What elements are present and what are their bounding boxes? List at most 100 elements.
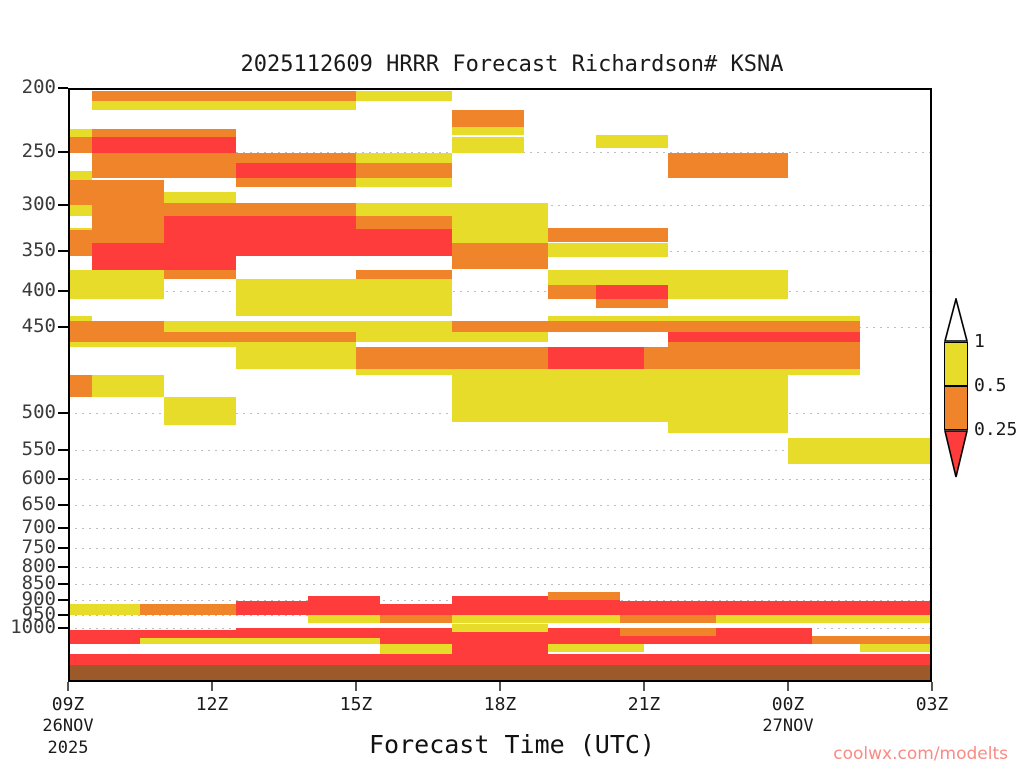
x-tick-mark: [355, 682, 357, 691]
heatmap-cell: [68, 180, 92, 205]
heatmap-cell: [812, 615, 932, 623]
x-tick-label: 00Z: [771, 694, 805, 715]
heatmap-cell: [380, 615, 452, 623]
heatmap-cell: [548, 347, 644, 369]
heatmap-cell: [68, 171, 92, 180]
colorbar-label: 1: [974, 331, 985, 352]
heatmap-cell: [452, 644, 548, 654]
y-tick-label: 400: [21, 279, 56, 301]
heatmap-cell: [812, 601, 932, 615]
heatmap-cell: [356, 91, 452, 101]
x-tick-date-label: 26NOV: [42, 716, 94, 736]
heatmap-cell: [452, 596, 548, 615]
heatmap-cell: [236, 178, 356, 187]
y-tick-mark: [58, 478, 68, 480]
y-tick-mark: [58, 87, 68, 89]
heatmap-cell: [92, 101, 356, 110]
y-tick-mark: [58, 583, 68, 585]
heatmap-cell: [356, 178, 452, 187]
heatmap-cell: [452, 375, 668, 422]
heatmap-cell: [716, 601, 812, 615]
heatmap-plot-area: [68, 88, 932, 682]
colorbar-label: 0.5: [974, 375, 1007, 396]
x-tick-year-label: 2025: [47, 738, 89, 758]
heatmap-cell: [68, 270, 164, 299]
heatmap-cell: [668, 153, 788, 178]
y-tick-mark: [58, 547, 68, 549]
heatmap-cell: [548, 592, 620, 600]
heatmap-cell: [548, 615, 620, 623]
heatmap-cell: [68, 342, 236, 347]
heatmap-cell: [548, 285, 596, 299]
heatmap-cell: [164, 332, 356, 342]
heatmap-cell: [236, 638, 380, 644]
heatmap-cell: [92, 270, 236, 279]
heatmap-cell: [92, 91, 356, 101]
colorbar-segment: [944, 386, 968, 430]
heatmap-cell: [356, 270, 452, 279]
heatmap-cell: [668, 270, 788, 299]
x-tick-date-label: 27NOV: [762, 716, 814, 736]
heatmap-cell: [860, 644, 932, 652]
heatmap-cell: [452, 632, 548, 644]
y-tick-label: 250: [21, 140, 56, 162]
heatmap-cell: [140, 630, 236, 638]
heatmap-cell: [92, 129, 236, 137]
gridline-700: [68, 528, 932, 529]
colorbar-top-triangle: [943, 295, 969, 342]
heatmap-cell: [596, 299, 668, 308]
heatmap-cell: [380, 628, 452, 644]
y-tick-mark: [58, 412, 68, 414]
colorbar-label: 0.25: [974, 419, 1018, 440]
heatmap-cell: [356, 153, 452, 163]
heatmap-cell: [452, 624, 548, 632]
y-tick-mark: [58, 527, 68, 529]
heatmap-cell: [92, 137, 236, 153]
y-tick-mark: [58, 290, 68, 292]
y-tick-mark: [58, 151, 68, 153]
heatmap-cell: [68, 205, 92, 216]
heatmap-cell: [308, 615, 380, 623]
heatmap-cell: [356, 369, 860, 375]
x-tick-mark: [211, 682, 213, 691]
heatmap-cell: [668, 332, 860, 342]
heatmap-cell: [68, 604, 92, 615]
heatmap-cell: [548, 600, 620, 615]
heatmap-cell: [548, 228, 668, 242]
heatmap-cell: [140, 638, 236, 644]
heatmap-cell: [68, 375, 92, 397]
x-tick-mark: [67, 682, 69, 691]
heatmap-cell: [452, 321, 548, 332]
heatmap-cell: [596, 285, 668, 299]
heatmap-cell: [68, 630, 140, 644]
heatmap-cell: [620, 628, 716, 636]
y-tick-mark: [58, 204, 68, 206]
x-tick-label: 12Z: [195, 694, 229, 715]
heatmap-cell: [236, 342, 356, 369]
watermark: coolwx.com/modelts: [833, 744, 1008, 764]
heatmap-cell: [452, 203, 548, 243]
heatmap-cell: [68, 321, 164, 332]
terrain-band: [68, 665, 932, 682]
heatmap-cell: [668, 321, 860, 332]
gridline-550: [68, 450, 932, 451]
heatmap-cell: [668, 397, 788, 433]
heatmap-cell: [548, 321, 668, 332]
heatmap-cell: [92, 180, 164, 230]
y-tick-mark: [58, 449, 68, 451]
heatmap-cell: [452, 137, 524, 153]
heatmap-cell: [668, 375, 788, 397]
x-tick-mark: [787, 682, 789, 691]
heatmap-cell: [68, 137, 92, 153]
x-tick-label: 21Z: [627, 694, 661, 715]
heatmap-cell: [164, 397, 236, 425]
heatmap-cell: [356, 203, 452, 216]
colorbar-bottom-triangle: [943, 430, 969, 478]
heatmap-cell: [236, 163, 356, 178]
gridline-750: [68, 548, 932, 549]
x-tick-mark: [931, 682, 933, 691]
heatmap-cell: [68, 332, 164, 342]
y-tick-label: 450: [21, 315, 56, 337]
y-tick-label: 500: [21, 401, 56, 423]
